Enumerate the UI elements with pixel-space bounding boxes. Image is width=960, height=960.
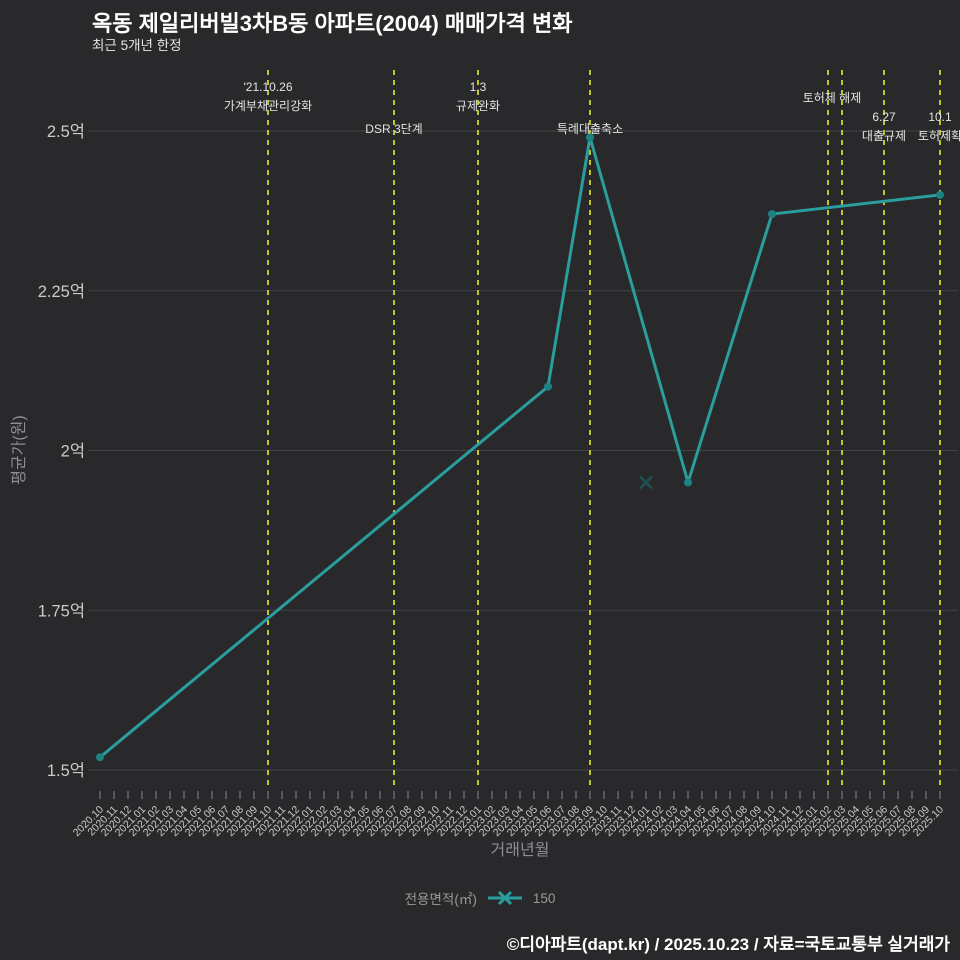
y-tick-labels: 2.5억 2.25억 2억 1.75억 1.5억 (38, 122, 85, 780)
data-point-marker[interactable] (544, 382, 552, 391)
y-tick-label: 2.25억 (38, 282, 85, 301)
y-tick-label: 2억 (61, 442, 85, 461)
y-gridlines (88, 130, 958, 771)
series-vertex-markers (96, 133, 944, 762)
y-axis-title: 평균가(원) (11, 415, 28, 485)
data-point-marker[interactable] (936, 190, 944, 199)
x-tick-labels: 2020.102020.112020.122021.012021.022021.… (71, 791, 946, 839)
data-point-marker[interactable] (96, 753, 104, 762)
x-axis-title: 거래년월 (490, 842, 550, 859)
legend-label: 전용면적(㎡) (404, 892, 477, 907)
event-annotation: 특례대출축소 (557, 122, 623, 136)
event-annotation: 6.27 대출규제 (862, 110, 906, 143)
data-point-marker[interactable] (768, 210, 776, 219)
price-line-chart: 2.5억 2.25억 2억 1.75억 1.5억 '21.10.26 가계부채관리강화 DSR… (38, 70, 960, 839)
event-annotation: 토허제 해제 (803, 91, 862, 105)
y-tick-label: 2.5억 (47, 122, 85, 141)
series-line-150[interactable] (98, 135, 942, 759)
legend: 전용면적(㎡) 150 (0, 888, 960, 908)
event-annotation: 1.3 규제완화 (456, 80, 500, 113)
event-annotation: DSR 3단계 (365, 122, 422, 136)
page-title: 옥동 제일리버빌3차B동 아파트(2004) 매매가격 변화 (92, 11, 573, 36)
legend-series-value[interactable]: 150 (532, 890, 556, 906)
page-subtitle: 최근 5개년 한정 (92, 38, 182, 53)
y-tick-label: 1.5억 (47, 761, 85, 780)
footer-credit: ©디아파트(dapt.kr) / 2025.10.23 / 자료=국토교통부 실… (506, 935, 950, 954)
legend-series-marker-icon[interactable] (487, 890, 523, 906)
data-point-marker[interactable] (586, 133, 594, 142)
event-annotation: 10.1 토허제확 (918, 110, 960, 143)
data-point-marker[interactable] (684, 478, 692, 487)
isolated-x-marker[interactable] (639, 475, 653, 490)
event-annotation: '21.10.26 가계부채관리강화 (224, 80, 312, 113)
y-tick-label: 1.75억 (38, 601, 85, 620)
